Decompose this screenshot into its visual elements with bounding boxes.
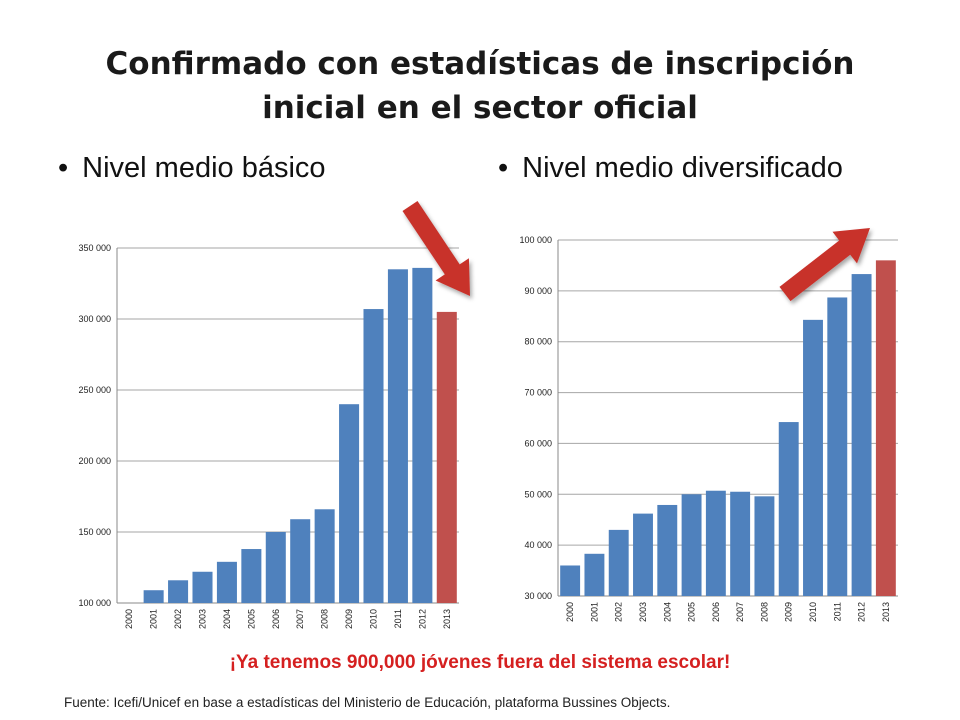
- bar-2007: [290, 519, 311, 603]
- arrow-shape: [779, 228, 870, 302]
- bar-2011: [827, 297, 848, 596]
- y-tick-label: 250 000: [78, 385, 111, 395]
- bar-2003: [192, 571, 213, 603]
- x-tick-label: 2005: [246, 609, 256, 629]
- y-tick-label: 30 000: [524, 591, 552, 601]
- x-tick-label: 2012: [417, 609, 427, 629]
- bullet-icon: •: [498, 152, 509, 184]
- bar-2011: [387, 269, 408, 603]
- highlight-message: ¡Ya tenemos 900,000 jóvenes fuera del si…: [229, 652, 731, 673]
- bar-2003: [633, 513, 653, 596]
- x-tick-label: 2012: [857, 602, 867, 622]
- bar-2005: [681, 494, 702, 596]
- x-tick-label: 2000: [565, 602, 575, 622]
- x-tick-label: 2010: [808, 602, 818, 622]
- slide-title: Confirmado con estadísticas de inscripci…: [40, 42, 920, 130]
- bar-2004: [216, 561, 237, 603]
- y-tick-label: 80 000: [524, 337, 552, 347]
- bar-2006: [265, 532, 286, 603]
- x-tick-label: 2009: [784, 602, 794, 622]
- bar-2013: [875, 260, 896, 596]
- x-tick-label: 2001: [589, 602, 599, 622]
- y-tick-label: 350 000: [78, 243, 111, 253]
- left-heading-text: Nivel medio básico: [82, 152, 326, 184]
- x-tick-label: 2011: [393, 609, 403, 628]
- y-tick-label: 90 000: [524, 286, 552, 296]
- y-tick-label: 100 000: [519, 235, 552, 245]
- bar-2005: [241, 549, 262, 603]
- bar-2000: [560, 565, 581, 596]
- bar-2004: [657, 504, 678, 596]
- x-tick-label: 2007: [295, 609, 305, 629]
- bar-2008: [314, 509, 335, 603]
- bar-2010: [363, 309, 384, 603]
- x-tick-label: 2004: [662, 602, 672, 622]
- bar-2007: [730, 491, 751, 596]
- source-note: Fuente: Icefi/Unicef en base a estadísti…: [64, 695, 671, 710]
- y-tick-label: 70 000: [524, 388, 552, 398]
- bar-2012: [412, 267, 433, 603]
- x-tick-label: 2009: [344, 609, 354, 629]
- arrow-shape: [402, 201, 470, 296]
- title-line-2: inicial en el sector oficial: [262, 90, 698, 126]
- x-tick-label: 2000: [124, 609, 134, 629]
- bar-2009: [339, 404, 360, 603]
- y-tick-label: 40 000: [524, 540, 552, 550]
- bar-2001: [584, 553, 605, 596]
- x-tick-label: 2006: [711, 602, 721, 622]
- bar-2013: [436, 311, 457, 603]
- x-tick-label: 2010: [369, 609, 379, 629]
- x-tick-label: 2008: [759, 602, 769, 622]
- y-tick-label: 200 000: [78, 456, 111, 466]
- trend-down-arrow-icon: [402, 201, 470, 296]
- x-tick-label: 2013: [442, 609, 452, 629]
- bar-2012: [851, 274, 872, 596]
- x-tick-label: 2011: [832, 602, 842, 621]
- bar-2002: [608, 529, 629, 596]
- bar-2009: [778, 422, 799, 596]
- y-tick-label: 100 000: [78, 598, 111, 608]
- bar-2010: [803, 319, 823, 596]
- bar-2008: [754, 496, 775, 596]
- right-heading-text: Nivel medio diversificado: [522, 152, 843, 184]
- bar-2002: [168, 580, 189, 603]
- y-tick-label: 50 000: [524, 489, 552, 499]
- right-chart-heading: • Nivel medio diversificado: [498, 152, 843, 185]
- x-tick-label: 2007: [735, 602, 745, 622]
- y-tick-label: 300 000: [78, 314, 111, 324]
- bar-2001: [143, 590, 164, 603]
- x-tick-label: 2013: [881, 602, 891, 622]
- left-chart-heading: • Nivel medio básico: [58, 152, 326, 185]
- x-tick-label: 2008: [320, 609, 330, 629]
- x-tick-label: 2005: [687, 602, 697, 622]
- trend-up-arrow-icon: [779, 228, 870, 302]
- title-line-1: Confirmado con estadísticas de inscripci…: [105, 46, 855, 82]
- x-tick-label: 2001: [149, 609, 159, 629]
- bar-2006: [705, 490, 726, 596]
- y-tick-label: 150 000: [78, 527, 111, 537]
- x-tick-label: 2006: [271, 609, 281, 629]
- y-tick-label: 60 000: [524, 438, 552, 448]
- x-tick-label: 2002: [173, 609, 183, 629]
- x-tick-label: 2002: [614, 602, 624, 622]
- bullet-icon: •: [58, 152, 69, 184]
- x-tick-label: 2003: [198, 609, 208, 629]
- x-tick-label: 2004: [222, 609, 232, 629]
- x-tick-label: 2003: [638, 602, 648, 622]
